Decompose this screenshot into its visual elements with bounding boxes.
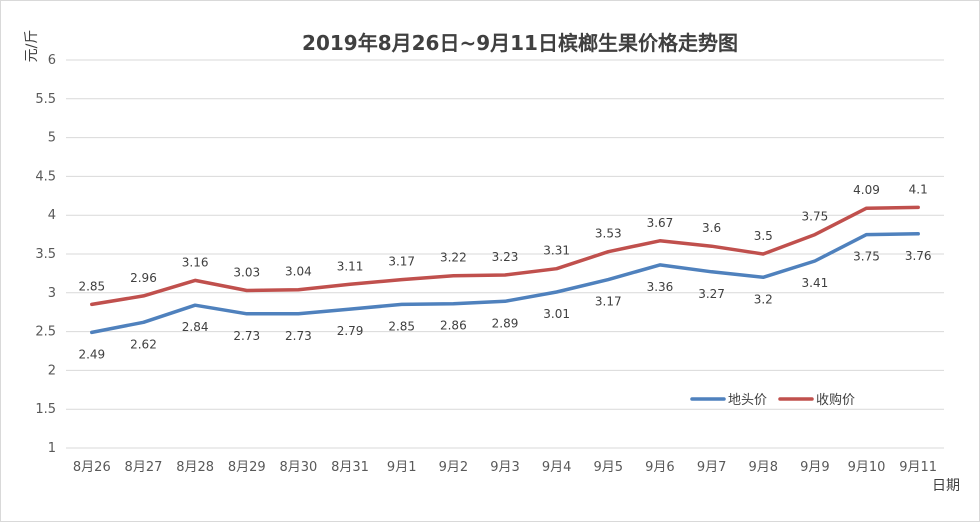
y-tick-label: 2.5: [35, 325, 56, 340]
x-tick-label: 8月31: [331, 460, 369, 475]
data-label: 4.09: [853, 183, 880, 197]
series-line-0: [90, 232, 920, 335]
data-label: 3.16: [182, 255, 209, 269]
x-tick-label: 9月2: [439, 460, 469, 475]
y-tick-label: 5: [48, 131, 56, 146]
y-tick-label: 2: [48, 363, 56, 378]
y-tick-label: 1.5: [35, 402, 56, 417]
x-tick-label: 9月1: [387, 460, 417, 475]
x-tick-label: 9月3: [490, 460, 520, 475]
x-tick-label: 8月28: [176, 460, 214, 475]
data-label: 3.2: [754, 292, 773, 306]
data-label: 2.89: [492, 316, 519, 330]
legend: 地头价 收购价: [690, 392, 855, 408]
data-label: 3.17: [388, 255, 415, 269]
x-tick-label: 9月10: [848, 460, 886, 475]
y-tick-label: 1: [48, 441, 56, 456]
x-tick-label: 9月11: [899, 460, 937, 475]
x-axis-label: 日期: [932, 478, 960, 494]
x-tick-label: 9月4: [542, 460, 572, 475]
x-tick-label: 8月29: [228, 460, 266, 475]
data-label: 2.73: [285, 329, 312, 343]
data-label: 3.22: [440, 251, 467, 265]
data-label: 2.73: [233, 329, 260, 343]
data-label: 3.31: [543, 244, 570, 258]
series-line-1: [90, 205, 920, 307]
data-label: 3.11: [337, 259, 364, 273]
data-label: 3.03: [233, 265, 260, 279]
y-tick-labels: 1 1.5 2 2.5 3 3.5 4 4.5 5 5.5 6: [35, 53, 56, 456]
x-tick-label: 9月9: [800, 460, 830, 475]
data-label: 2.84: [182, 320, 209, 334]
x-tick-labels: 8月26 8月27 8月28 8月29 8月30 8月31 9月1 9月2 9月3 9月4 9月5 9…: [73, 460, 937, 475]
data-label: 3.5: [754, 229, 773, 243]
data-label: 3.75: [853, 250, 880, 264]
data-label: 3.01: [543, 307, 570, 321]
y-tick-label: 5.5: [35, 92, 56, 107]
gridlines: [66, 59, 944, 449]
legend-label-1: 收购价: [816, 392, 855, 408]
data-label: 3.67: [647, 216, 674, 230]
y-tick-label: 3.5: [35, 247, 56, 262]
data-label: 2.62: [130, 337, 157, 351]
data-label: 2.86: [440, 319, 467, 333]
y-axis-label: 元/斤: [24, 30, 40, 63]
y-tick-label: 4.5: [35, 169, 56, 184]
data-label: 2.85: [78, 279, 105, 293]
x-tick-label: 9月6: [645, 460, 675, 475]
data-labels: 2.49 2.62 2.84 2.73 2.73 2.79 2.85 2.86 2.89 3.01…: [78, 182, 931, 361]
data-label: 3.36: [647, 280, 674, 294]
data-label: 2.96: [130, 271, 157, 285]
x-tick-label: 9月7: [697, 460, 727, 475]
series-lines: [90, 205, 920, 335]
data-label: 3.75: [802, 210, 829, 224]
data-label: 2.49: [78, 347, 105, 361]
data-label: 4.1: [909, 182, 928, 196]
x-tick-label: 8月26: [73, 460, 111, 475]
data-label: 2.79: [337, 324, 364, 338]
data-label: 3.41: [802, 276, 829, 290]
y-tick-label: 4: [48, 208, 56, 223]
data-label: 3.53: [595, 227, 622, 241]
data-label: 3.17: [595, 295, 622, 309]
y-tick-label: 6: [48, 53, 56, 68]
legend-label-0: 地头价: [728, 393, 767, 408]
x-tick-label: 8月30: [279, 460, 317, 475]
x-tick-label: 9月8: [748, 460, 778, 475]
data-label: 3.6: [702, 221, 721, 235]
x-tick-label: 8月27: [125, 460, 163, 475]
data-label: 2.85: [388, 319, 415, 333]
data-label: 3.76: [905, 249, 932, 263]
chart-title: 2019年8月26日~9月11日槟榔生果价格走势图: [302, 31, 738, 55]
data-label: 3.23: [492, 250, 519, 264]
data-label: 3.27: [698, 287, 725, 301]
x-tick-label: 9月5: [594, 460, 624, 475]
data-label: 3.04: [285, 265, 312, 279]
y-tick-label: 3: [48, 286, 56, 301]
